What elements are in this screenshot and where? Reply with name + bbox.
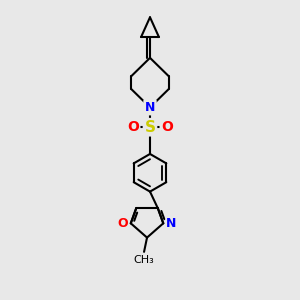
Text: O: O [127, 120, 139, 134]
Text: S: S [145, 120, 155, 135]
Text: O: O [161, 120, 173, 134]
Text: N: N [145, 101, 155, 114]
Text: CH₃: CH₃ [134, 255, 154, 266]
Text: N: N [166, 217, 177, 230]
Text: O: O [117, 217, 128, 230]
